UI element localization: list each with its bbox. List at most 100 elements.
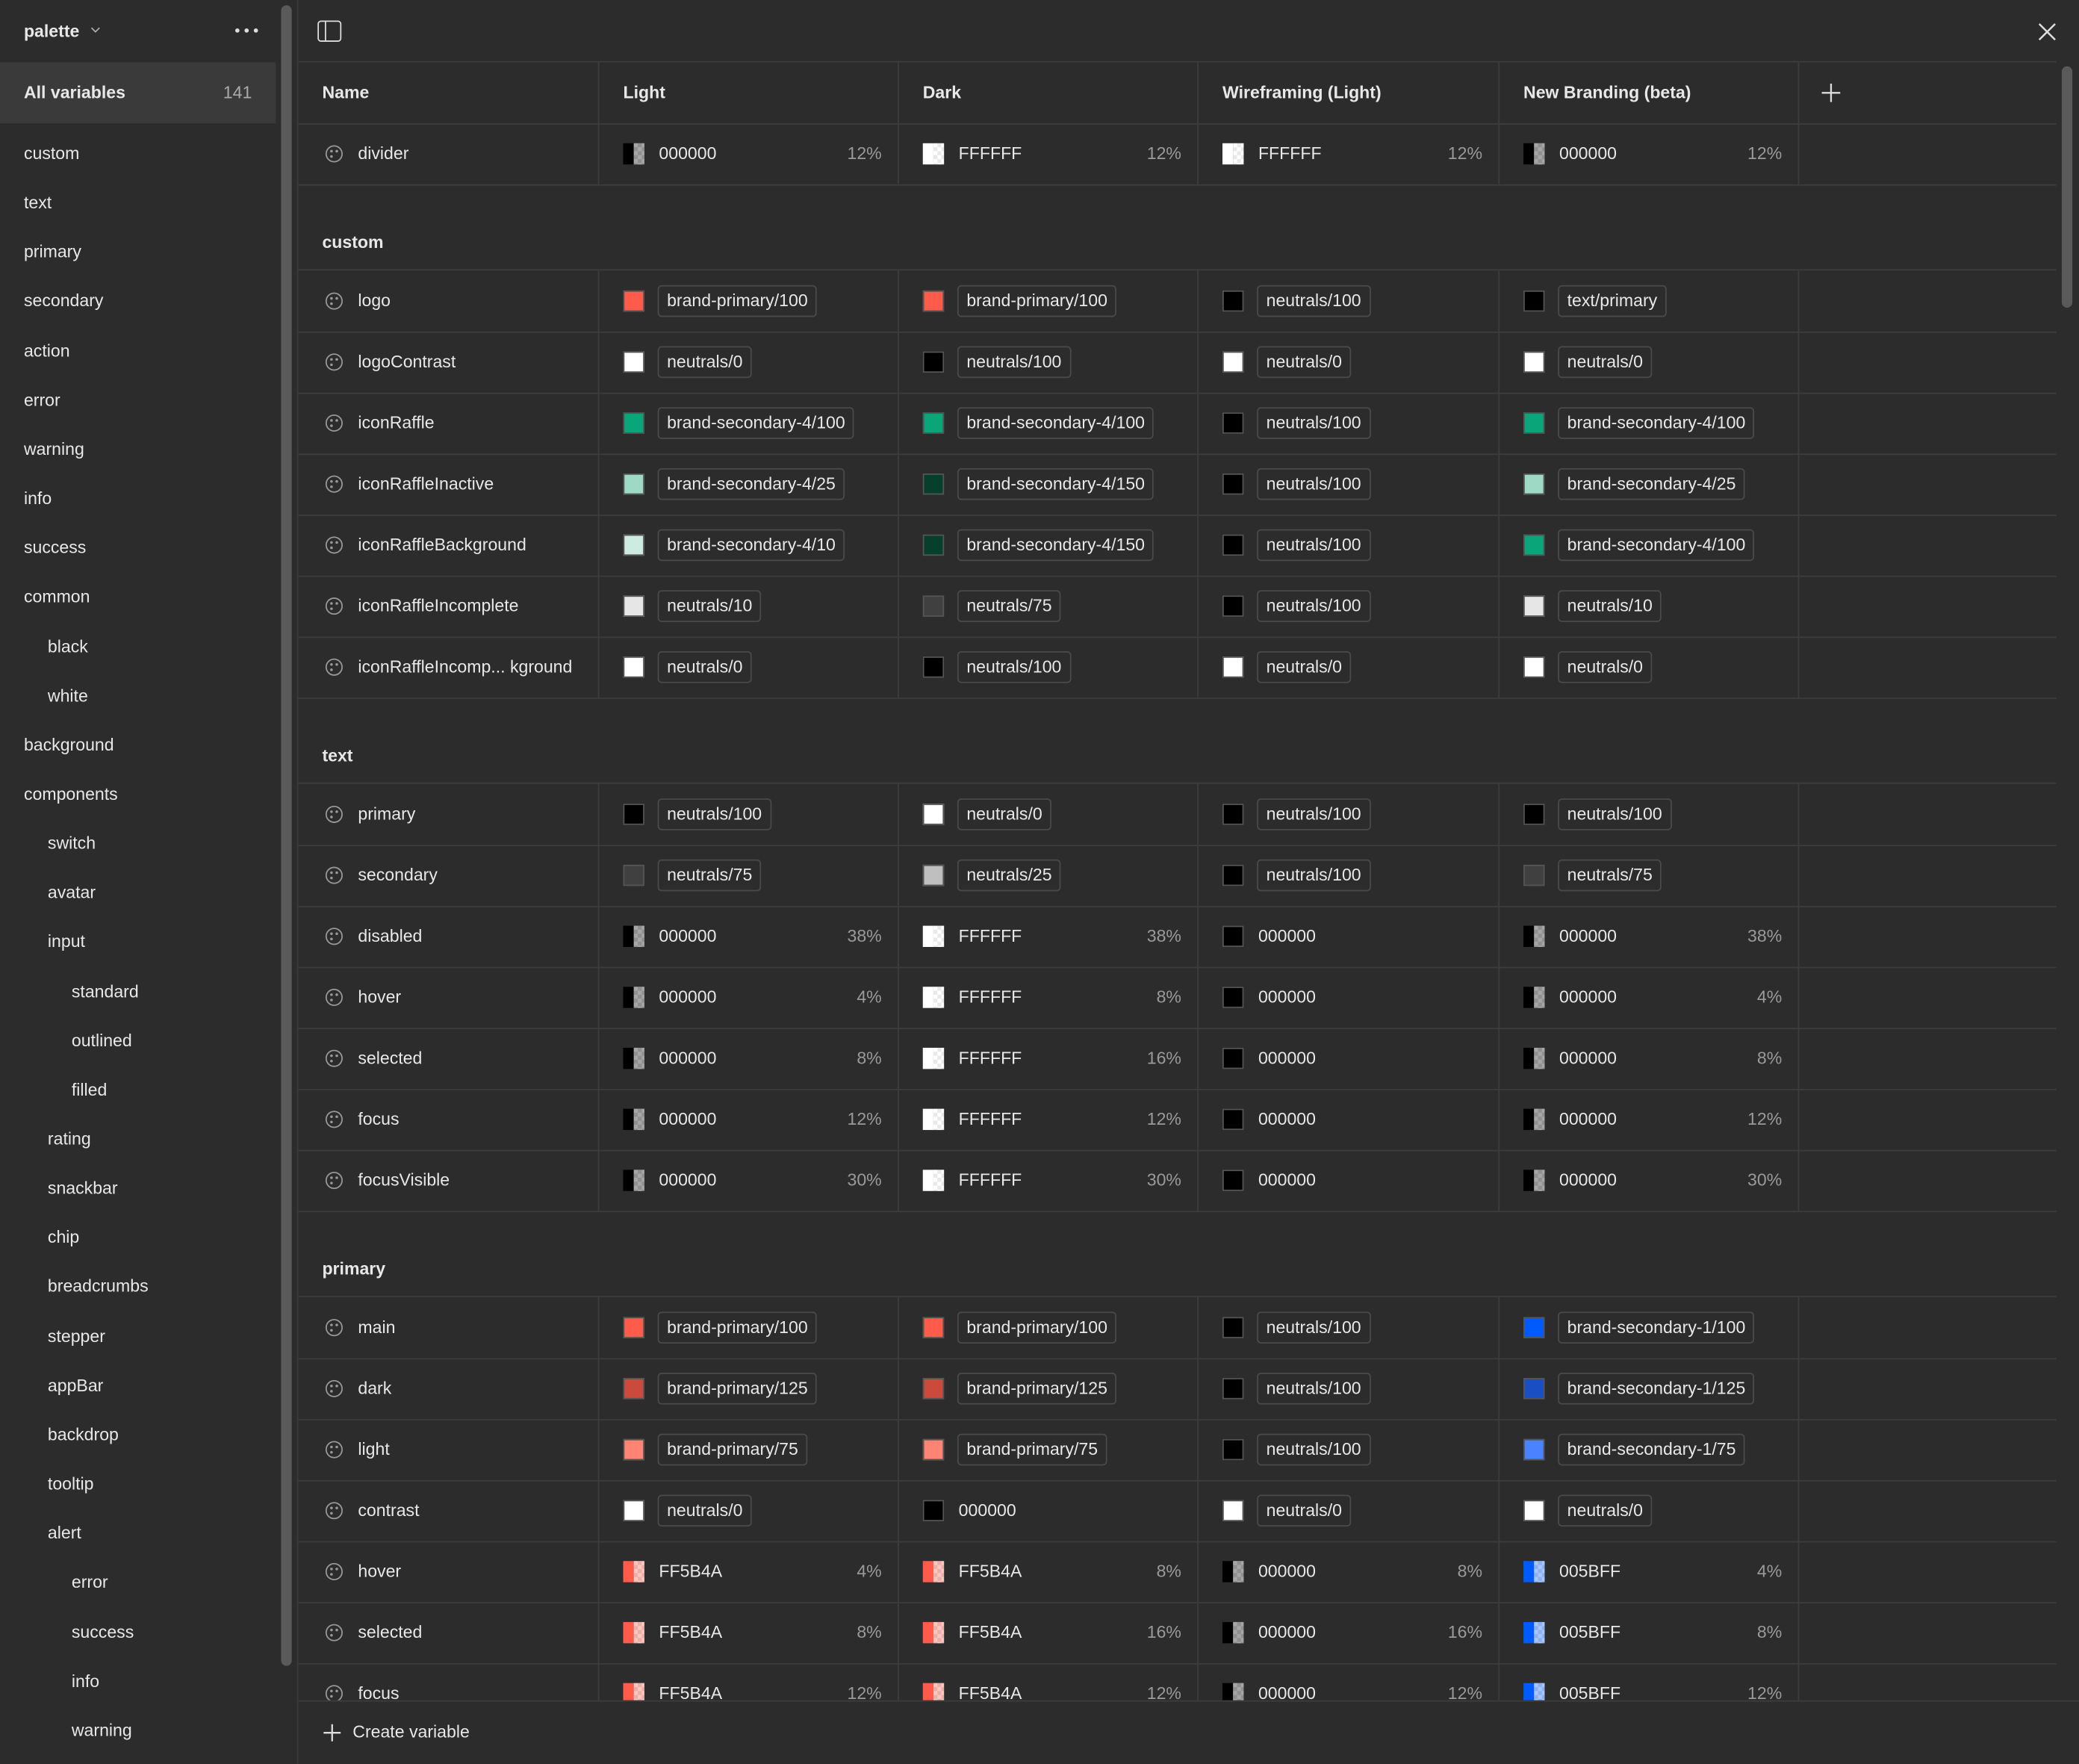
value-cell[interactable]: neutrals/100 xyxy=(899,331,1199,393)
value-cell[interactable]: 000000 30% xyxy=(1500,1149,1800,1211)
value-cell[interactable]: 000000 8% xyxy=(1500,1028,1800,1090)
alias-pill[interactable]: neutrals/100 xyxy=(657,798,771,830)
group-item[interactable]: chip xyxy=(47,1227,80,1247)
alias-pill[interactable]: text/primary xyxy=(1558,285,1667,317)
alias-pill[interactable]: neutrals/75 xyxy=(1558,859,1662,892)
value-cell[interactable]: brand-secondary-4/25 xyxy=(600,453,899,515)
value-cell[interactable]: FFFFFF 12% xyxy=(899,123,1199,184)
alias-pill[interactable]: neutrals/100 xyxy=(1257,529,1371,562)
alias-pill[interactable]: neutrals/0 xyxy=(957,798,1052,830)
alias-pill[interactable]: brand-primary/75 xyxy=(657,1433,808,1466)
value-cell[interactable]: text/primary xyxy=(1500,270,1800,332)
add-mode[interactable] xyxy=(1821,83,1841,102)
value-cell[interactable]: 000000 38% xyxy=(600,905,899,967)
group-item[interactable]: info xyxy=(71,1670,100,1691)
value-cell[interactable]: brand-secondary-1/125 xyxy=(1500,1358,1800,1420)
value-cell[interactable]: neutrals/100 xyxy=(1199,515,1500,576)
value-cell[interactable]: 000000 12% xyxy=(600,123,899,184)
collection-title[interactable]: palette xyxy=(23,21,80,42)
alias-pill[interactable]: brand-primary/100 xyxy=(957,1311,1117,1344)
group-item[interactable]: standard xyxy=(71,981,139,1001)
group-item[interactable]: text xyxy=(23,192,52,213)
group-item[interactable]: tooltip xyxy=(47,1473,94,1494)
alias-pill[interactable]: brand-secondary-4/10 xyxy=(657,529,845,562)
variable-row[interactable]: focusVisible 000000 30% FFFFFF 30% 000000 0000… xyxy=(298,1149,2057,1213)
alias-pill[interactable]: neutrals/75 xyxy=(957,590,1061,622)
value-cell[interactable]: FF5B4A 12% xyxy=(899,1662,1199,1701)
alias-pill[interactable]: neutrals/0 xyxy=(1257,346,1352,379)
value-cell[interactable]: neutrals/100 xyxy=(1500,783,1800,845)
value-cell[interactable]: FF5B4A 12% xyxy=(600,1662,899,1701)
alias-pill[interactable]: neutrals/0 xyxy=(1257,1494,1352,1527)
value-cell[interactable]: FFFFFF 16% xyxy=(899,1028,1199,1090)
value-cell[interactable]: neutrals/100 xyxy=(1199,845,1500,906)
alias-pill[interactable]: neutrals/100 xyxy=(1257,1311,1371,1344)
variable-row[interactable]: divider 000000 12% FFFFFF 12% FFFFFF 12% 000000… xyxy=(298,123,2057,186)
alias-pill[interactable]: neutrals/10 xyxy=(657,590,762,622)
alias-pill[interactable]: brand-secondary-4/100 xyxy=(1558,529,1755,562)
value-cell[interactable]: FFFFFF 12% xyxy=(899,1089,1199,1150)
group-item[interactable]: action xyxy=(23,340,70,361)
value-cell[interactable]: 000000 4% xyxy=(1500,966,1800,1028)
value-cell[interactable]: neutrals/0 xyxy=(600,331,899,393)
value-cell[interactable]: neutrals/75 xyxy=(600,845,899,906)
variable-row[interactable]: secondary neutrals/75 neutrals/25 neutrals/… xyxy=(298,845,2057,907)
alias-pill[interactable]: neutrals/100 xyxy=(957,346,1071,379)
value-cell[interactable]: 000000 xyxy=(1199,1028,1500,1090)
value-cell[interactable]: 000000 38% xyxy=(1500,905,1800,967)
group-item[interactable]: snackbar xyxy=(47,1178,118,1198)
value-cell[interactable]: 000000 12% xyxy=(1500,1089,1800,1150)
value-cell[interactable]: brand-secondary-4/100 xyxy=(600,392,899,454)
variable-row[interactable]: hover 000000 4% FFFFFF 8% 000000 000000 4% xyxy=(298,966,2057,1030)
group-item[interactable]: error xyxy=(23,389,60,410)
group-item[interactable]: warning xyxy=(71,1719,132,1740)
alias-pill[interactable]: brand-secondary-4/150 xyxy=(957,529,1155,562)
alias-pill[interactable]: brand-primary/100 xyxy=(657,1311,818,1344)
variable-row[interactable]: focus 000000 12% FFFFFF 12% 000000 000000 12% xyxy=(298,1089,2057,1152)
value-cell[interactable]: 005BFF 8% xyxy=(1500,1602,1800,1663)
group-item[interactable]: warning xyxy=(23,438,84,459)
value-cell[interactable]: FFFFFF 30% xyxy=(899,1149,1199,1211)
group-item[interactable]: success xyxy=(71,1621,134,1642)
value-cell[interactable]: 000000 4% xyxy=(600,966,899,1028)
variable-row[interactable]: iconRaffleIncomplete neutrals/10 neutrals/… xyxy=(298,575,2057,639)
group-item[interactable]: rating xyxy=(47,1128,91,1149)
group-item[interactable]: stepper xyxy=(47,1326,105,1346)
value-cell[interactable]: neutrals/75 xyxy=(1500,845,1800,906)
value-cell[interactable]: neutrals/100 xyxy=(1199,575,1500,637)
alias-pill[interactable]: brand-primary/100 xyxy=(957,285,1117,317)
group-item[interactable]: outlined xyxy=(71,1030,132,1050)
group-item[interactable]: secondary xyxy=(23,291,104,311)
group-item[interactable]: avatar xyxy=(47,882,96,903)
value-cell[interactable]: neutrals/100 xyxy=(899,636,1199,698)
value-cell[interactable]: brand-primary/125 xyxy=(600,1358,899,1420)
group-item[interactable]: common xyxy=(23,586,90,607)
alias-pill[interactable]: brand-secondary-1/125 xyxy=(1558,1373,1755,1405)
value-cell[interactable]: neutrals/100 xyxy=(1199,783,1500,845)
variable-row[interactable]: focus FF5B4A 12% FF5B4A 12% 000000 12% 005BFF 12… xyxy=(298,1662,2056,1701)
value-cell[interactable]: 000000 xyxy=(1199,1149,1500,1211)
variable-row[interactable]: iconRaffle brand-secondary-4/100 brand-sec… xyxy=(298,392,2057,456)
value-cell[interactable]: neutrals/0 xyxy=(1199,1479,1500,1541)
value-cell[interactable]: neutrals/0 xyxy=(1199,636,1500,698)
value-cell[interactable]: brand-secondary-4/150 xyxy=(899,453,1199,515)
alias-pill[interactable]: brand-secondary-4/25 xyxy=(1558,468,1745,500)
value-cell[interactable]: 000000 12% xyxy=(600,1089,899,1150)
value-cell[interactable]: brand-primary/100 xyxy=(600,1296,899,1358)
alias-pill[interactable]: brand-secondary-1/75 xyxy=(1558,1433,1745,1466)
group-item[interactable]: background xyxy=(23,734,114,755)
group-item[interactable]: breadcrumbs xyxy=(47,1276,149,1296)
group-item[interactable]: appBar xyxy=(47,1375,104,1395)
alias-pill[interactable]: neutrals/100 xyxy=(957,650,1071,683)
group-item[interactable]: backdrop xyxy=(47,1424,119,1444)
value-cell[interactable]: brand-primary/75 xyxy=(899,1419,1199,1480)
alias-pill[interactable]: brand-secondary-4/100 xyxy=(1558,407,1755,439)
all-variables[interactable]: All variables 141 xyxy=(0,62,276,124)
alias-pill[interactable]: neutrals/0 xyxy=(657,650,752,683)
value-cell[interactable]: neutrals/0 xyxy=(1500,331,1800,393)
alias-pill[interactable]: brand-primary/75 xyxy=(957,1433,1107,1466)
value-cell[interactable]: neutrals/0 xyxy=(1500,1479,1800,1541)
value-cell[interactable]: 000000 8% xyxy=(600,1028,899,1090)
value-cell[interactable]: FF5B4A 8% xyxy=(600,1602,899,1663)
alias-pill[interactable]: neutrals/100 xyxy=(1257,798,1371,830)
